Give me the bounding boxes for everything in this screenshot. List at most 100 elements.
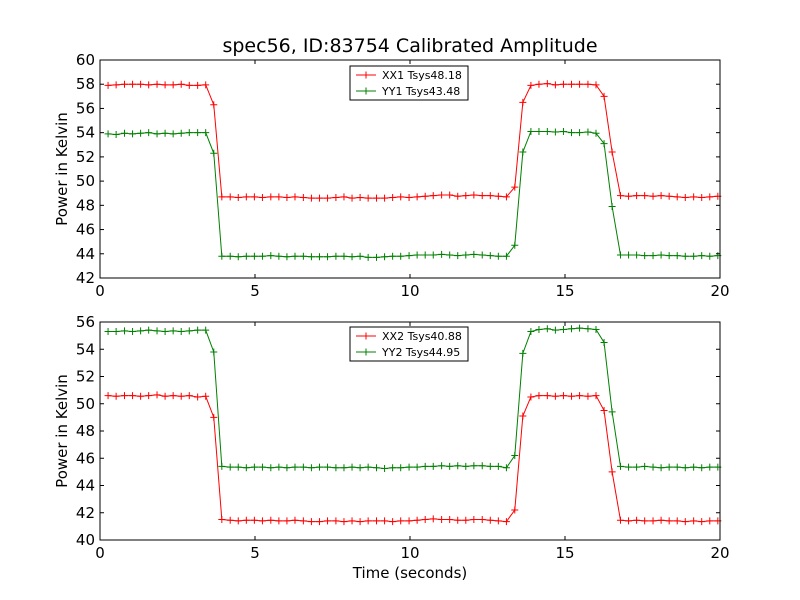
data-point [267,193,275,201]
data-point [551,81,559,89]
data-point [112,130,120,138]
data-point [511,452,519,460]
data-point [665,463,673,471]
data-point [421,516,429,524]
data-point [258,463,266,471]
data-point [202,129,210,137]
data-point [559,325,567,333]
y-tick-label: 52 [76,368,95,386]
data-point [397,193,405,201]
y-tick-label: 56 [76,99,95,117]
data-point [690,252,698,260]
data-point [153,80,161,88]
legend-label: XX1 Tsys48.18 [382,69,462,82]
data-point [584,128,592,136]
data-point [275,517,283,525]
legend-marker [362,71,370,79]
data-point [364,253,372,261]
data-point [120,327,128,335]
data-point [177,328,185,336]
legend: XX2 Tsys40.88 YY2 Tsys44.95 [349,326,469,362]
data-point [429,462,437,470]
data-point [242,464,250,472]
data-point [145,392,153,400]
data-point [218,462,226,470]
data-point [291,252,299,260]
data-point [421,192,429,200]
data-point [446,251,454,259]
data-point [576,129,584,137]
data-point [421,462,429,470]
data-point [324,194,332,202]
data-point [161,328,169,336]
data-point [462,192,470,200]
y-tick-label: 56 [76,313,95,331]
data-point [177,129,185,137]
data-point [502,252,510,260]
data-point [462,516,470,524]
data-point [381,253,389,261]
data-point [299,463,307,471]
data-point [413,516,421,524]
data-point [267,516,275,524]
data-point [519,98,527,106]
legend-marker [362,332,370,340]
data-point [315,253,323,261]
data-point [478,251,486,259]
data-point [145,81,153,89]
data-point [145,326,153,334]
data-point [389,518,397,526]
data-point [600,140,608,148]
data-point [234,253,242,261]
data-point [543,127,551,135]
data-point [535,80,543,88]
data-point [608,408,616,416]
data-point [153,391,161,399]
data-point [210,413,218,421]
data-point [625,517,633,525]
data-point [600,407,608,415]
data-point [356,518,364,526]
data-point [356,464,364,472]
data-point [576,392,584,400]
data-point [340,252,348,260]
data-point [681,252,689,260]
legend-marker [362,87,370,95]
subplot-1: 0 5 10 15 20 42 44 46 48 50 52 54 56 58 60 Power in Kel… [53,51,730,300]
data-point [657,464,665,472]
data-point [340,518,348,526]
data-point [706,252,714,260]
data-point [665,252,673,260]
data-point [657,251,665,259]
data-point [486,462,494,470]
data-point [576,324,584,332]
data-point [486,192,494,200]
data-point [568,129,576,137]
data-point [535,325,543,333]
data-point [527,393,535,401]
x-tick-label: 15 [555,544,574,562]
data-point [315,518,323,526]
data-point [283,193,291,201]
data-point [267,252,275,260]
y-tick-label: 54 [76,124,95,142]
data-point [657,516,665,524]
legend-box [349,65,469,101]
data-point [649,463,657,471]
data-point [494,462,502,470]
data-point [641,192,649,200]
data-point [307,194,315,202]
data-point [397,517,405,525]
data-point [616,192,624,200]
data-point [258,193,266,201]
x-tick-label: 20 [710,544,729,562]
y-tick-label: 48 [76,422,95,440]
data-point [673,517,681,525]
data-point [600,338,608,346]
data-point [673,193,681,201]
data-point [519,412,527,420]
y-tick-label: 42 [76,504,95,522]
data-point [112,328,120,336]
data-point [364,517,372,525]
x-tick-label: 0 [95,544,105,562]
